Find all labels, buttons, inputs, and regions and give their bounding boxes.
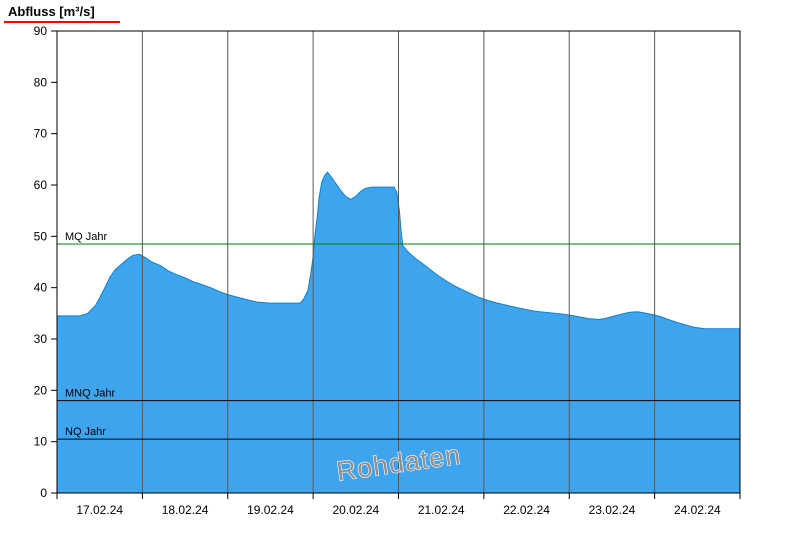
x-tick-label: 19.02.24 — [247, 503, 294, 517]
x-tick-label: 22.02.24 — [503, 503, 550, 517]
y-tick-label: 30 — [34, 332, 48, 346]
y-tick-label: 60 — [34, 178, 48, 192]
x-tick-label: 17.02.24 — [76, 503, 123, 517]
y-tick-label: 50 — [34, 229, 48, 243]
y-tick-label: 40 — [34, 281, 48, 295]
ref-line-label: NQ Jahr — [65, 426, 106, 438]
chart-title: Abfluss [m³/s] — [8, 4, 95, 19]
x-tick-label: 23.02.24 — [589, 503, 636, 517]
y-tick-label: 0 — [40, 486, 47, 500]
y-tick-label: 90 — [34, 24, 48, 38]
x-tick-label: 20.02.24 — [332, 503, 379, 517]
ref-line-label: MQ Jahr — [65, 231, 108, 243]
ref-line-label: MNQ Jahr — [65, 388, 115, 400]
y-tick-label: 70 — [34, 127, 48, 141]
x-tick-label: 21.02.24 — [418, 503, 465, 517]
y-tick-label: 20 — [34, 383, 48, 397]
y-tick-label: 80 — [34, 75, 48, 89]
x-tick-label: 18.02.24 — [162, 503, 209, 517]
plot-area: MQ Jahr MNQ Jahr NQ Jahr 0 10 20 30 40 50 60 70 80 9… — [34, 24, 741, 517]
x-tick-label: 24.02.24 — [674, 503, 721, 517]
y-tick-label: 10 — [34, 435, 48, 449]
